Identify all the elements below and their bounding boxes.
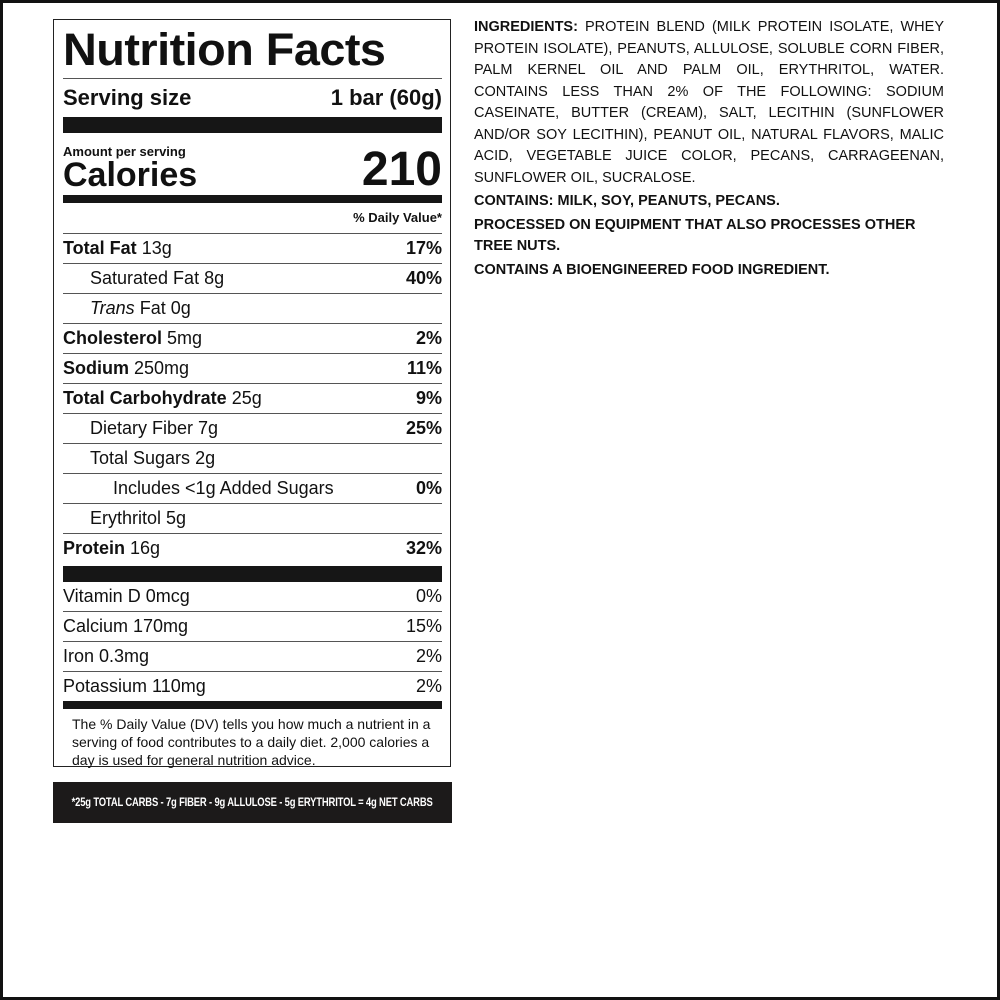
- bioengineered-statement: CONTAINS A BIOENGINEERED FOOD INGREDIENT…: [474, 261, 830, 278]
- vitamin-row: Iron 0.3mg 2%: [63, 641, 442, 671]
- nutrition-facts-panel: Nutrition Facts Serving size 1 bar (60g)…: [53, 19, 451, 768]
- nutrient-row: Total Sugars 2g: [63, 443, 442, 473]
- ingredients-panel: INGREDIENTS: PROTEIN BLEND (MILK PROTEIN…: [474, 17, 944, 281]
- nutrient-row: Total Fat 13g 17%: [63, 238, 442, 258]
- medium-divider: [63, 701, 442, 709]
- nutrient-row: Cholesterol 5mg 2%: [63, 323, 442, 353]
- medium-divider: [63, 195, 442, 203]
- ingredients-list: INGREDIENTS: PROTEIN BLEND (MILK PROTEIN…: [474, 19, 944, 186]
- nutrient-row: Saturated Fat 8g 40%: [63, 263, 442, 293]
- daily-value-footnote: The % Daily Value (DV) tells you how muc…: [72, 716, 431, 768]
- nutrient-list: Total Fat 13g 17% Saturated Fat 8g 40% Tra…: [63, 233, 442, 563]
- thick-divider: [63, 566, 442, 582]
- nutrient-row: Erythritol 5g: [63, 503, 442, 533]
- net-carbs-banner: *25g TOTAL CARBS - 7g FIBER - 9g ALLULOS…: [53, 782, 452, 823]
- nutrient-row: Dietary Fiber 7g 25%: [63, 413, 442, 443]
- calories-value: 210: [361, 143, 442, 196]
- serving-size-label: Serving size: [63, 85, 192, 110]
- nutrient-row: Total Carbohydrate 25g 9%: [63, 383, 442, 413]
- vitamin-row: Vitamin D 0mcg 0%: [63, 586, 442, 606]
- vitamin-list: Vitamin D 0mcg 0% Calcium 170mg 15% Iron 0…: [63, 582, 442, 701]
- serving-size-row: Serving size 1 bar (60g): [63, 78, 442, 117]
- vitamin-row: Potassium 110mg 2%: [63, 671, 442, 701]
- calories-label: Calories: [63, 156, 198, 194]
- nutrient-row: Sodium 250mg 11%: [63, 353, 442, 383]
- serving-size-value: 1 bar (60g): [330, 85, 442, 110]
- nutrient-row: Trans Fat 0g: [63, 293, 442, 323]
- nutrition-facts-title: Nutrition Facts: [63, 24, 386, 75]
- thick-divider: [63, 117, 442, 133]
- daily-value-header: % Daily Value*: [353, 210, 442, 225]
- allergen-statement: CONTAINS: MILK, SOY, PEANUTS, PECANS.: [474, 193, 780, 209]
- processing-statement: PROCESSED ON EQUIPMENT THAT ALSO PROCESS…: [474, 216, 916, 255]
- nutrient-row: Includes <1g Added Sugars 0%: [63, 473, 442, 503]
- nutrient-row: Protein 16g 32%: [63, 533, 442, 563]
- amount-per-serving: Amount per serving: [63, 144, 186, 159]
- vitamin-row: Calcium 170mg 15%: [63, 611, 442, 641]
- calories-row: Calories 210: [63, 145, 442, 195]
